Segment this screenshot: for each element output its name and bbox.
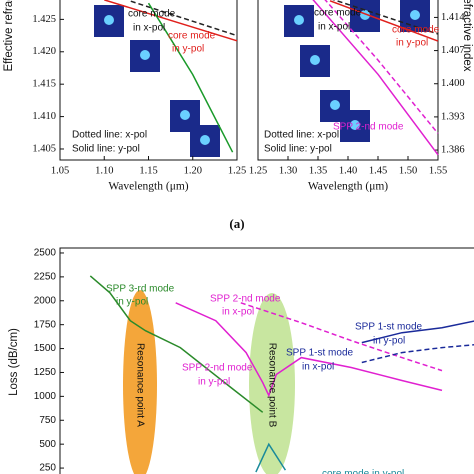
series-line: [361, 320, 474, 344]
annotation: SPP 1-st mode: [355, 322, 423, 333]
mode-spot: [200, 135, 210, 145]
x-axis-label: Wavelength (μm): [108, 181, 188, 193]
annotation: core mode: [128, 9, 176, 20]
series-line: [324, 0, 439, 134]
annotation: Resonance point A: [134, 343, 145, 427]
series-line: [240, 302, 443, 372]
annotation: SPP 3-rd mode: [106, 284, 175, 295]
x-axis-label: Wavelength (μm): [308, 181, 388, 193]
x-tick-label: 1.10: [95, 165, 113, 176]
y-axis-label: Loss (dB/cm): [8, 328, 20, 396]
y-tick-label: 1.415: [32, 79, 56, 90]
mode-spot: [410, 10, 420, 20]
x-tick-label: 1.15: [139, 165, 157, 176]
y-tick-label: 1.410: [32, 111, 56, 122]
annotation: in y-pol: [198, 377, 230, 388]
y-tick-label: 1.425: [32, 14, 56, 25]
series-line: [361, 344, 474, 364]
annotation: Solid line: y-pol: [264, 144, 332, 155]
x-tick-label: 1.55: [429, 165, 447, 176]
annotation: in x-pol: [133, 23, 165, 34]
y-tick-label: 750: [39, 415, 56, 426]
x-tick-label: 1.45: [369, 165, 387, 176]
annotation: core mode: [168, 31, 216, 42]
series-line: [312, 0, 439, 156]
mode-spot: [350, 120, 360, 130]
annotation: SPP 2-nd mode: [182, 363, 253, 374]
annotation: in y-pol: [172, 44, 204, 55]
x-tick-label: 1.25: [228, 165, 246, 176]
y-tick-label: 500: [39, 439, 56, 450]
mode-spot: [330, 100, 340, 110]
annotation: Dotted line: x-pol: [264, 130, 339, 141]
mode-spot: [104, 15, 114, 25]
annotation: SPP 2-nd mode: [333, 122, 404, 133]
y-tick-label: 2500: [34, 248, 57, 259]
y-tick-label: 2250: [34, 272, 57, 283]
mode-spot: [310, 55, 320, 65]
x-tick-label: 1.40: [339, 165, 357, 176]
x-tick-label: 1.05: [51, 165, 69, 176]
y-tick-label: 1.407: [441, 45, 465, 56]
x-tick-label: 1.30: [279, 165, 297, 176]
y-axis-label: Effective refractive index: [3, 0, 15, 72]
series-line: [255, 442, 287, 473]
annotation: Solid line: y-pol: [72, 144, 140, 155]
y-tick-label: 1.420: [32, 46, 56, 57]
resonance-a: [123, 290, 157, 474]
mode-spot: [140, 50, 150, 60]
y-tick-label: 1.405: [32, 143, 56, 154]
resonance-b: [249, 293, 295, 474]
series-line: [130, 0, 238, 37]
series-line: [175, 302, 443, 398]
series-line: [89, 275, 264, 413]
y-tick-label: 1.414: [441, 12, 465, 23]
annotation: in y-pol: [116, 297, 148, 308]
series-line: [147, 2, 234, 153]
y-tick-label: 1250: [34, 367, 57, 378]
y-tick-label: 1500: [34, 343, 57, 354]
y-tick-label: 1750: [34, 319, 57, 330]
annotation: in y-pol: [373, 336, 405, 347]
annotation: core mode: [392, 25, 440, 36]
y-tick-label: 1.386: [441, 144, 465, 155]
y-tick-label: 1.400: [441, 78, 465, 89]
mode-spot: [180, 110, 190, 120]
x-tick-label: 1.25: [249, 165, 267, 176]
annotation: core mode: [314, 8, 362, 19]
x-tick-label: 1.50: [399, 165, 417, 176]
x-tick-label: 1.35: [309, 165, 327, 176]
annotation: SPP 1-st mode: [286, 348, 354, 359]
series-line: [329, 0, 439, 42]
mode-spot: [294, 15, 304, 25]
annotation: in y-pol: [396, 38, 428, 49]
annotation: in x-pol: [302, 362, 334, 373]
annotation: core mode in y-pol: [322, 469, 404, 474]
plot-frame: [59, 247, 474, 474]
panel-label: (a): [229, 216, 244, 231]
x-tick-label: 1.20: [184, 165, 202, 176]
y-tick-label: 250: [39, 463, 56, 474]
series-line: [332, 0, 439, 35]
y-axis-label: Effective refractive index: [461, 0, 473, 72]
annotation: in x-pol: [222, 307, 254, 318]
annotation: Dotted line: x-pol: [72, 130, 147, 141]
annotation: Resonance point B: [266, 343, 277, 428]
series-line: [104, 0, 238, 42]
annotation: SPP 2-nd mode: [210, 294, 281, 305]
annotation: in x-pol: [318, 22, 350, 33]
y-tick-label: 1000: [34, 391, 57, 402]
y-tick-label: 2000: [34, 295, 57, 306]
y-tick-label: 1.393: [441, 111, 465, 122]
